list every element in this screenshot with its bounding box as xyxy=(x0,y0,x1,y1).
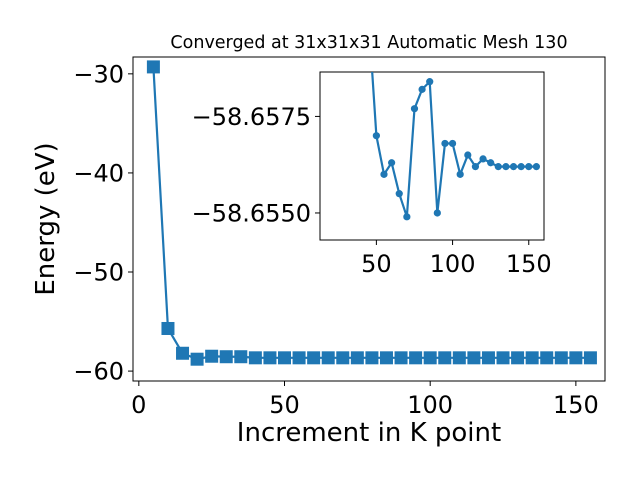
data-point xyxy=(426,78,434,86)
data-point xyxy=(418,85,426,93)
data-point xyxy=(388,159,396,167)
data-point xyxy=(496,351,510,365)
data-point xyxy=(380,170,388,178)
inset-x-axis: 50 100 150 xyxy=(361,240,552,278)
inset-y-axis: −58.6575 −58.6550 xyxy=(192,103,320,228)
data-point xyxy=(525,351,539,365)
x-tick-label: 100 xyxy=(430,250,476,278)
data-point xyxy=(502,163,510,171)
x-tick-label: 150 xyxy=(506,250,552,278)
y-tick-label: −58.6550 xyxy=(192,200,311,228)
data-point xyxy=(481,351,495,365)
data-point xyxy=(350,351,364,365)
data-point xyxy=(438,351,452,365)
y-tick-label: −60 xyxy=(73,358,124,386)
data-point xyxy=(583,351,597,365)
data-point xyxy=(278,351,292,365)
data-point xyxy=(321,351,335,365)
y-tick-label: −40 xyxy=(73,160,124,188)
data-point xyxy=(464,151,472,159)
data-point xyxy=(517,163,525,171)
x-tick-label: 100 xyxy=(407,391,453,419)
data-point xyxy=(569,351,583,365)
data-point xyxy=(423,351,437,365)
data-point xyxy=(176,346,190,360)
x-axis-label: Increment in K point xyxy=(237,418,501,448)
chart-title: Converged at 31x31x31 Automatic Mesh 130 xyxy=(170,33,567,53)
data-point xyxy=(292,351,306,365)
inset-series xyxy=(371,72,540,221)
data-point xyxy=(248,351,262,365)
data-point xyxy=(456,170,464,178)
main-x-axis: 0 50 100 150 xyxy=(131,381,599,419)
data-point xyxy=(509,163,518,171)
data-point xyxy=(494,163,502,171)
data-point xyxy=(525,163,533,171)
data-point xyxy=(395,190,403,198)
data-point xyxy=(448,139,457,148)
data-point xyxy=(487,159,495,167)
data-point xyxy=(410,105,419,113)
data-point xyxy=(372,132,380,140)
data-point xyxy=(234,350,248,364)
data-point xyxy=(161,321,175,335)
main-plot-frame xyxy=(132,56,606,382)
x-tick-label: 50 xyxy=(269,391,300,419)
data-point xyxy=(511,351,525,365)
data-point xyxy=(146,60,160,74)
data-point xyxy=(394,351,408,365)
x-tick-label: 50 xyxy=(361,250,392,278)
y-tick-label: −50 xyxy=(73,259,124,287)
data-point xyxy=(403,213,411,221)
data-point xyxy=(307,351,321,365)
data-point xyxy=(441,139,449,148)
main-y-axis: −30 −40 −50 −60 xyxy=(73,60,133,386)
data-point xyxy=(205,349,219,363)
data-point xyxy=(336,351,350,365)
data-point xyxy=(379,351,393,365)
data-point xyxy=(471,163,480,171)
y-tick-label: −58.6575 xyxy=(192,103,311,131)
x-tick-label: 0 xyxy=(131,391,146,419)
data-point xyxy=(479,155,487,163)
main-series xyxy=(146,60,597,366)
data-point xyxy=(409,351,423,365)
data-point xyxy=(467,351,481,365)
data-point xyxy=(190,352,204,366)
data-point xyxy=(365,351,379,365)
data-point xyxy=(540,351,554,365)
x-tick-label: 150 xyxy=(553,391,599,419)
data-point xyxy=(554,351,568,365)
data-point xyxy=(219,350,233,364)
data-point xyxy=(433,209,441,217)
y-tick-label: −30 xyxy=(73,60,124,88)
inset-plot-frame xyxy=(319,71,545,241)
data-point xyxy=(263,351,277,365)
y-axis-label: Energy (eV) xyxy=(31,142,61,295)
data-point xyxy=(452,351,466,365)
data-point xyxy=(532,163,540,171)
